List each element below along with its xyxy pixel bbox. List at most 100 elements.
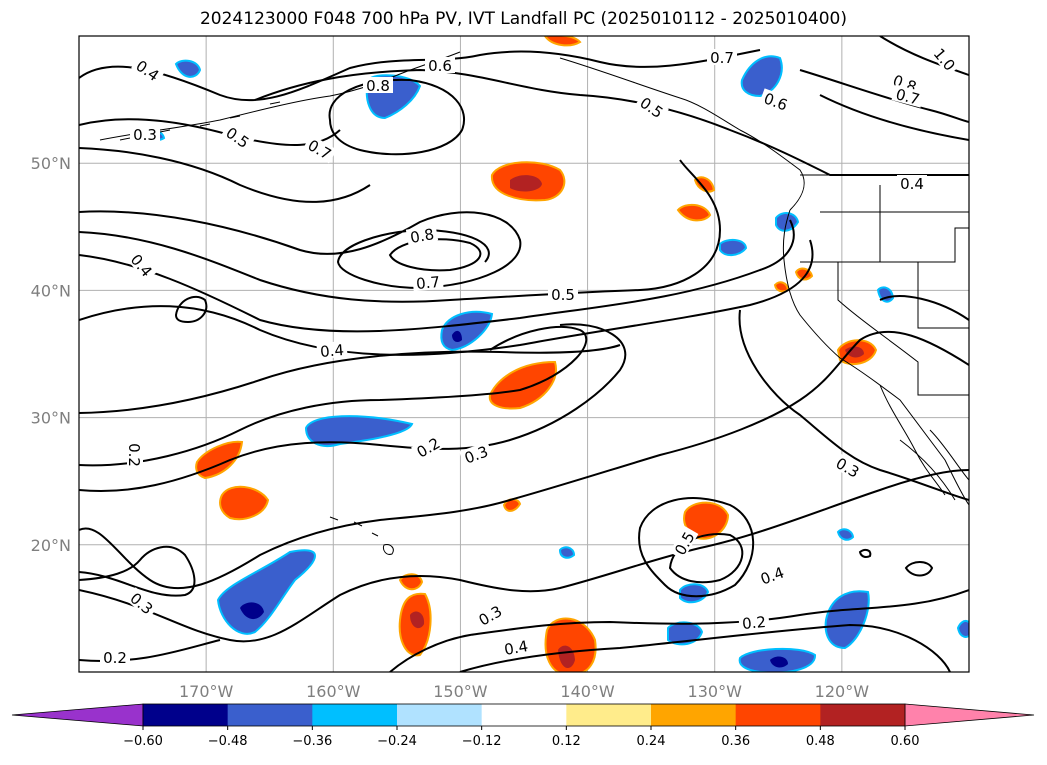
contour-label-bg	[548, 286, 578, 302]
colorbar-tick-label: −0.60	[123, 734, 163, 749]
contour-label: 0.2	[103, 649, 127, 667]
contour-label: 0.4	[319, 341, 344, 361]
lon-tick-label: 140°W	[560, 682, 615, 701]
colorbar-tick-label: −0.36	[292, 734, 332, 749]
positive-anomaly-core	[510, 175, 542, 192]
colorbar-segment	[820, 704, 906, 726]
pv-contour-line	[858, 548, 872, 558]
pv-contour-line	[638, 497, 755, 598]
contour-label-bg	[130, 126, 160, 142]
state-border	[800, 227, 969, 263]
colorbar: −0.60 −0.48 −0.36 −0.24 −0.12 0.12 0.24 0.36 0.4…	[11, 703, 1035, 749]
contour-label-bg	[425, 57, 455, 73]
lat-tick-label: 20°N	[31, 536, 71, 555]
colorbar-extend-low	[11, 703, 144, 727]
positive-anomaly-blob	[543, 36, 582, 47]
contour-label-bg	[303, 134, 337, 164]
pv-contours	[79, 36, 969, 672]
pv-contour-line	[79, 159, 722, 303]
pv-contour-line	[879, 36, 969, 76]
colorbar-segment	[735, 704, 821, 726]
negative-anomaly-blob	[824, 590, 870, 650]
negative-anomaly-core	[770, 656, 788, 668]
negative-anomaly-blob	[679, 583, 710, 604]
negative-anomaly-blob	[216, 549, 316, 635]
contour-label-bg	[929, 42, 961, 76]
map-frame	[78, 35, 970, 673]
colorbar-segment	[566, 704, 652, 726]
lon-tick-label: 120°W	[815, 682, 870, 701]
positive-anomaly-core	[410, 611, 425, 629]
colorbar-tick-label: 0.24	[637, 734, 666, 749]
colorbar-segment	[312, 704, 398, 726]
positive-anomaly-core	[845, 346, 864, 358]
positive-anomaly-blob	[488, 360, 557, 410]
longitude-tick-labels: 170°W 160°W 150°W 140°W 130°W 120°W	[179, 682, 869, 701]
contour-label-bg	[363, 77, 393, 93]
pv-contour-line	[389, 589, 969, 672]
coastlines	[99, 51, 969, 555]
pv-contour-line	[459, 623, 951, 672]
pv-contour-line	[79, 210, 522, 290]
contour-label-bg	[125, 587, 159, 619]
lat-tick-label: 50°N	[31, 154, 71, 173]
colorbar-segment	[651, 704, 737, 726]
negative-anomaly-blob	[719, 238, 748, 256]
negative-anomaly-blob	[558, 546, 576, 559]
colorbar-tick-label: −0.48	[208, 734, 248, 749]
pv-contour-line	[328, 78, 465, 156]
contour-label-bg	[831, 452, 865, 482]
lon-tick-label: 130°W	[688, 682, 743, 701]
contour-label-bg	[707, 49, 737, 65]
pv-contour-line	[79, 49, 761, 102]
positive-anomaly-blob	[693, 176, 716, 193]
lat-tick-label: 30°N	[31, 409, 71, 428]
contour-label: 0.5	[551, 286, 575, 304]
aleutian-islands	[119, 101, 281, 141]
positive-anomaly-blob	[398, 573, 424, 591]
pv-contour-line	[79, 344, 621, 414]
positive-anomaly-blob	[676, 203, 712, 222]
map-title: 2024123000 F048 700 hPa PV, IVT Landfall…	[199, 9, 847, 29]
colorbar-tick-label: −0.24	[377, 734, 417, 749]
pv-contour-line	[79, 326, 588, 467]
positive-anomaly-blob	[219, 485, 270, 520]
lon-tick-label: 160°W	[306, 682, 361, 701]
contour-label-bg	[891, 84, 925, 108]
state-border	[837, 262, 969, 396]
contour-label-bg	[316, 340, 348, 360]
pacific-northwest-coast	[782, 209, 969, 506]
pv-contour-line	[79, 639, 221, 662]
baja-coast	[879, 384, 946, 496]
state-border	[879, 185, 969, 213]
colorbar-segment	[227, 704, 313, 726]
colorbar-segment	[481, 704, 567, 726]
positive-anomaly-blob	[544, 617, 597, 672]
contour-label: 0.8	[409, 225, 436, 247]
pv-contour-line	[879, 295, 969, 321]
pv-contour-line	[79, 219, 795, 333]
pv-contour-line	[174, 295, 208, 324]
contour-label-bg	[635, 91, 669, 123]
positive-anomaly-blob	[773, 281, 790, 293]
pv-contour-line	[819, 94, 969, 141]
negative-anomaly-blob	[304, 415, 414, 447]
colorbar-tick-label: 0.36	[721, 734, 750, 749]
contour-label-bg	[100, 649, 130, 665]
contour-label: 0.2	[741, 613, 766, 633]
pv-contour-line	[79, 147, 371, 203]
contour-label-bg	[459, 441, 493, 467]
contour-label: 0.4	[503, 637, 530, 659]
colorbar-outline	[142, 703, 906, 727]
colorbar-segment	[143, 704, 229, 726]
contour-labels: 0.4 0.60.80.7 1.00.80.70.5 0.60.5 0.70.30.40…	[100, 42, 961, 667]
contour-label: 0.4	[900, 175, 924, 193]
contour-label-bg	[499, 636, 533, 658]
contour-label-bg	[759, 88, 793, 114]
negative-anomaly-core	[452, 330, 462, 343]
colorbar-tick-label: 0.48	[806, 734, 835, 749]
contour-label-bg	[405, 224, 439, 246]
negative-anomaly-blob	[740, 55, 783, 98]
pv-contour-line	[904, 561, 934, 577]
